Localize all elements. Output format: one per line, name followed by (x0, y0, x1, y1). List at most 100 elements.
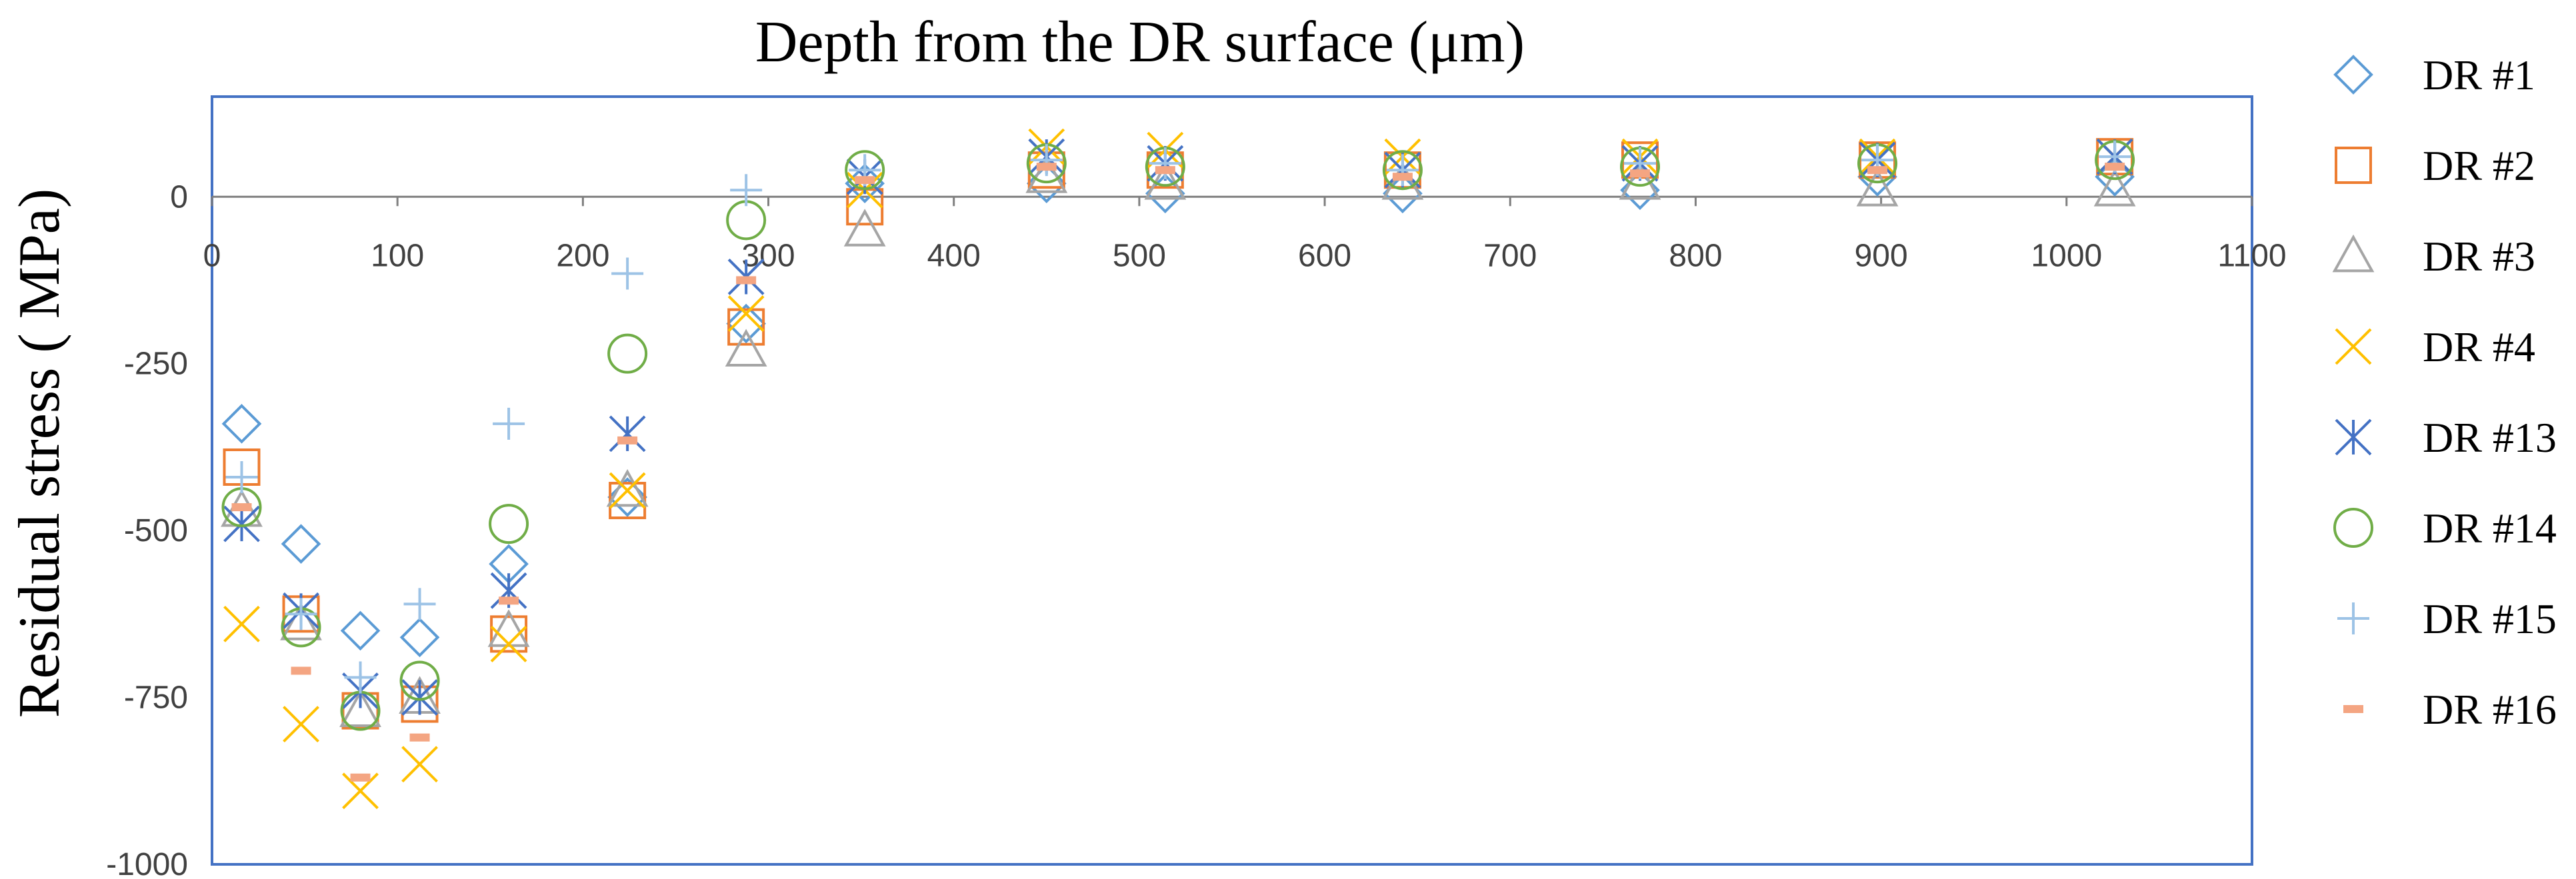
data-point (843, 209, 886, 247)
data-point (223, 605, 260, 642)
y-tick-label: -250 (124, 347, 188, 382)
data-point (2095, 157, 2135, 197)
y-tick-label: 0 (170, 179, 188, 215)
series-dr-3 (221, 155, 2136, 727)
data-point (499, 596, 519, 605)
legend-marker (2333, 55, 2373, 95)
data-point (399, 617, 440, 658)
plot-area (211, 95, 2253, 866)
data-point (350, 773, 371, 782)
data-point (1392, 173, 1413, 181)
data-point (340, 610, 381, 651)
data-point (401, 679, 438, 716)
x-tick-label: 300 (741, 238, 795, 273)
data-point (1867, 166, 1888, 175)
data-point (727, 308, 765, 346)
data-point (231, 503, 252, 512)
legend-item: DR #1 (2333, 51, 2535, 99)
data-point (725, 329, 767, 367)
x-axis-title: Depth from the DR surface (μm) (755, 10, 1525, 75)
data-point (403, 588, 436, 620)
x-tick-label: 900 (1855, 238, 1908, 273)
data-point (283, 706, 319, 743)
data-point (225, 460, 258, 493)
data-point (727, 295, 765, 332)
legend-marker (2335, 419, 2372, 456)
data-point (490, 615, 528, 653)
legend-label: DR #2 (2423, 142, 2535, 189)
data-point (1155, 166, 1175, 175)
legend-label: DR #4 (2423, 323, 2535, 371)
x-tick-label: 400 (927, 238, 981, 273)
data-point (609, 472, 646, 509)
data-point (617, 436, 638, 444)
data-point (489, 504, 529, 544)
data-point (1856, 169, 1899, 207)
data-point (855, 176, 875, 185)
data-point (339, 689, 381, 727)
data-point (607, 333, 648, 374)
legend-item: DR #3 (2332, 233, 2535, 280)
data-point (1382, 150, 1423, 191)
y-tick-label: -750 (124, 680, 188, 716)
legend-label: DR #3 (2423, 233, 2535, 280)
legend-label: DR #1 (2423, 51, 2535, 99)
data-point (726, 200, 767, 241)
legend-label: DR #16 (2423, 686, 2557, 733)
data-point (736, 276, 757, 285)
legend: DR #1 DR #2 DR #3 DR #4 DR #13 DR #14 DR #15 DR… (2332, 51, 2557, 733)
data-point (285, 598, 317, 630)
legend-marker (2337, 602, 2369, 634)
data-point (401, 746, 438, 783)
legend-label: DR #14 (2423, 504, 2557, 552)
x-tick-label: 200 (556, 238, 609, 273)
data-point (609, 482, 647, 520)
legend-item: DR #16 (2343, 686, 2557, 733)
data-point (611, 257, 644, 290)
x-tick-label: 700 (1483, 238, 1537, 273)
data-point (2093, 169, 2136, 207)
legend-item: DR #15 (2337, 595, 2557, 642)
data-point (493, 407, 525, 440)
x-tick-label: 1000 (2031, 238, 2102, 273)
data-point (730, 174, 763, 207)
data-point (609, 415, 646, 452)
data-point (1381, 162, 1424, 200)
data-point (399, 660, 440, 701)
legend-marker (2333, 508, 2373, 548)
x-tick-label: 800 (1669, 238, 1722, 273)
legend-label: DR #15 (2423, 595, 2557, 642)
data-point (342, 772, 379, 810)
legend-marker (2335, 147, 2372, 184)
series-dr-16 (231, 163, 2125, 782)
series-dr-4 (223, 128, 2133, 810)
series-dr-2 (223, 138, 2134, 730)
x-tick-label: 100 (371, 238, 424, 273)
data-point (221, 404, 262, 444)
data-point (223, 505, 260, 542)
data-point (281, 524, 321, 564)
legend-item: DR #13 (2335, 414, 2557, 461)
data-point (846, 188, 884, 226)
data-point (1630, 169, 1650, 178)
series-dr-15 (225, 141, 2131, 694)
legend-marker (2335, 328, 2372, 365)
x-tick-label: 500 (1113, 238, 1166, 273)
y-tick-label: -1000 (106, 847, 188, 879)
legend-item: DR #4 (2335, 323, 2535, 371)
data-point (606, 468, 649, 507)
data-point (726, 303, 766, 344)
data-point (344, 661, 377, 694)
legend-marker (2343, 705, 2363, 713)
data-point (845, 150, 885, 191)
data-point (409, 733, 430, 742)
data-point (2105, 163, 2125, 171)
x-tick-label: 600 (1298, 238, 1351, 273)
legend-label: DR #13 (2423, 414, 2557, 461)
x-tick-label: 0 (203, 238, 221, 273)
y-tick-label: -500 (124, 513, 188, 548)
y-axis-title: Residual stress ( MPa) (7, 189, 72, 718)
x-tick-label: 1100 (2217, 238, 2286, 273)
series-dr-13 (223, 138, 2133, 716)
